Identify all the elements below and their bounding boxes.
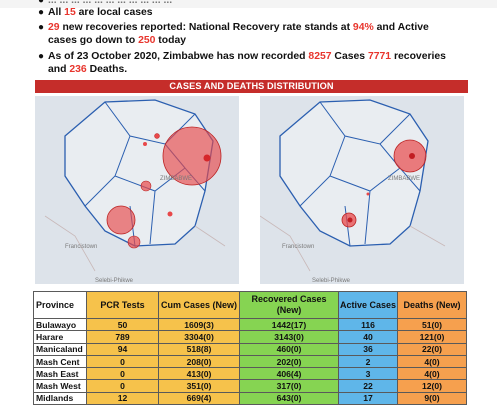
cell-deaths: 4(0) — [397, 354, 467, 369]
province-bubble — [167, 211, 173, 217]
cell-active: 22 — [338, 379, 398, 393]
cell-cum: 518(8) — [158, 342, 240, 356]
cell-deaths: 9(0) — [397, 391, 467, 406]
cell-pcr: 789 — [86, 330, 159, 344]
road-lines — [260, 215, 446, 272]
header-province: Province — [33, 291, 87, 319]
bullet-dot: ● — [38, 7, 45, 18]
map-label-country: ZIMBABWE — [388, 176, 420, 182]
cell-recovered: 643(0) — [239, 391, 339, 406]
map-label-city: Francistown — [65, 244, 97, 250]
bullet-dot: ● — [38, 51, 45, 62]
cell-cum: 413(0) — [158, 367, 240, 381]
province-bubble — [140, 180, 152, 192]
bullet-item-cropped: ● ... ... ... ... ... ... ... ... ... ..… — [38, 0, 458, 7]
table-row: Harare 789 3304(0) 3143(0) 40 121(0) — [33, 330, 467, 344]
table-row: Manicaland 94 518(8) 460(0) 36 22(0) — [33, 342, 467, 356]
cell-pcr: 94 — [86, 342, 159, 356]
table-row: Mash East 0 413(0) 406(4) 3 4(0) — [33, 367, 467, 381]
cell-province: Mash Cent — [33, 354, 87, 369]
cell-recovered: 1442(17) — [239, 317, 339, 332]
cell-active: 17 — [338, 391, 398, 406]
province-bubble — [347, 217, 353, 223]
cell-cum: 669(4) — [158, 391, 240, 406]
cell-province: Bulawayo — [33, 317, 87, 332]
table-row: Mash Cent 0 208(0) 202(0) 2 4(0) — [33, 354, 467, 369]
header-cum-cases: Cum Cases (New) — [158, 291, 240, 319]
bullet-text: As of 23 October 2020, Zimbabwe has now … — [48, 51, 446, 75]
cases-map: ZIMBABWE Francistown Selebi-Phikwe — [35, 96, 239, 284]
province-bubble — [127, 235, 141, 249]
deaths-map: ZIMBABWE Francistown Selebi-Phikwe — [260, 96, 464, 284]
province-stats-table: Province PCR Tests Cum Cases (New) Recov… — [33, 291, 467, 406]
bullet-item-recoveries: ● 29 new recoveries reported: National R… — [38, 21, 458, 47]
cell-active: 40 — [338, 330, 398, 344]
bullet-item-totals: ● As of 23 October 2020, Zimbabwe has no… — [38, 50, 458, 76]
harare-bubble — [162, 126, 222, 186]
cell-recovered: 460(0) — [239, 342, 339, 356]
cell-active: 116 — [338, 317, 398, 332]
cell-province: Harare — [33, 330, 87, 344]
cell-pcr: 12 — [86, 391, 159, 406]
cell-pcr: 0 — [86, 354, 159, 369]
cell-deaths: 121(0) — [397, 330, 467, 344]
cell-cum: 208(0) — [158, 354, 240, 369]
bullet-text: 29 new recoveries reported: National Rec… — [48, 22, 429, 46]
bullet-dot: ● — [38, 0, 45, 6]
cell-pcr: 50 — [86, 317, 159, 332]
province-bubble — [154, 133, 160, 139]
section-title-band: CASES AND DEATHS DISTRIBUTION — [35, 80, 468, 93]
map-label-city: Francistown — [282, 244, 314, 250]
cell-deaths: 12(0) — [397, 379, 467, 393]
cell-deaths: 4(0) — [397, 367, 467, 381]
header-recovered-cases: Recovered Cases (New) — [239, 291, 339, 319]
header-deaths: Deaths (New) — [397, 291, 467, 319]
deaths-map-svg: ZIMBABWE Francistown Selebi-Phikwe — [260, 96, 464, 284]
table-row: Bulawayo 50 1609(3) 1442(17) 116 51(0) — [33, 317, 467, 332]
cell-active: 36 — [338, 342, 398, 356]
cell-province: Mash West — [33, 379, 87, 393]
cell-pcr: 0 — [86, 367, 159, 381]
province-bubble — [366, 192, 370, 196]
cases-map-svg: ZIMBABWE Francistown Selebi-Phikwe — [35, 96, 239, 284]
top-strip — [0, 0, 497, 8]
province-bubble — [143, 142, 147, 146]
header-active-cases: Active Cases — [338, 291, 398, 319]
cell-recovered: 3143(0) — [239, 330, 339, 344]
province-bubble — [203, 154, 211, 162]
cell-province: Manicaland — [33, 342, 87, 356]
cell-cum: 351(0) — [158, 379, 240, 393]
map-label-city: Selebi-Phikwe — [312, 278, 351, 284]
cell-active: 3 — [338, 367, 398, 381]
cell-recovered: 202(0) — [239, 354, 339, 369]
cell-deaths: 22(0) — [397, 342, 467, 356]
cell-province: Mash East — [33, 367, 87, 381]
bullet-item-local-cases: ● All 15 are local cases — [38, 6, 458, 19]
cell-cum: 1609(3) — [158, 317, 240, 332]
map-label-city: Selebi-Phikwe — [95, 278, 134, 284]
road-lines — [44, 215, 226, 272]
bulawayo-bubble — [106, 205, 136, 235]
table-header-row: Province PCR Tests Cum Cases (New) Recov… — [33, 291, 467, 319]
bullet-text: ... ... ... ... ... ... ... ... ... ... … — [48, 0, 173, 6]
cell-active: 2 — [338, 354, 398, 369]
header-pcr-tests: PCR Tests — [86, 291, 159, 319]
cell-recovered: 317(0) — [239, 379, 339, 393]
table-row: Mash West 0 351(0) 317(0) 22 12(0) — [33, 379, 467, 393]
map-label-country: ZIMBABWE — [160, 176, 192, 182]
cell-province: Midlands — [33, 391, 87, 406]
bullet-dot: ● — [38, 22, 45, 33]
bullet-text: All 15 are local cases — [48, 7, 153, 18]
cell-recovered: 406(4) — [239, 367, 339, 381]
table-row: Midlands 12 669(4) 643(0) 17 9(0) — [33, 391, 467, 406]
cell-deaths: 51(0) — [397, 317, 467, 332]
province-borders — [84, 101, 206, 247]
province-borders — [299, 101, 421, 247]
cell-pcr: 0 — [86, 379, 159, 393]
cell-cum: 3304(0) — [158, 330, 240, 344]
province-bubble — [409, 153, 415, 159]
